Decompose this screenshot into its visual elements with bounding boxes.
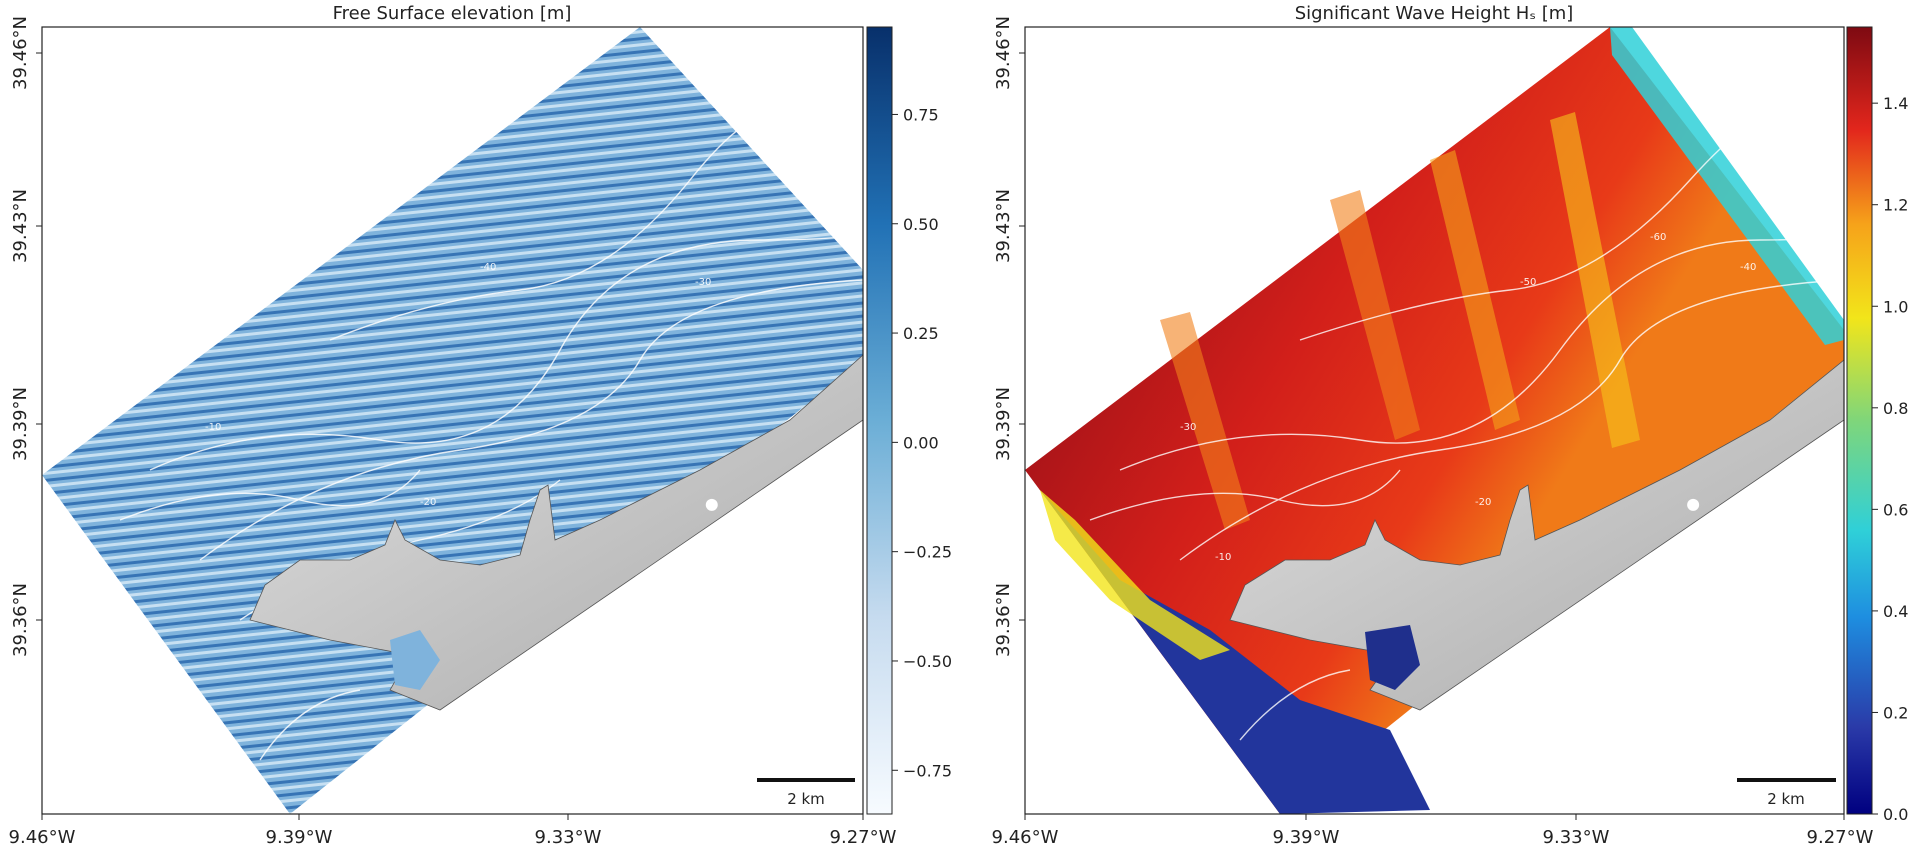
colorbar-tick-label: 0.50 [903,215,939,234]
x-axis: 9.46°W 9.39°W 9.33°W 9.27°W [992,814,1874,848]
y-tick-label: 39.46°N [993,16,1014,90]
colorbar-tick-label: 0.0 [1883,805,1908,824]
contour-label: -30 [1180,422,1196,433]
x-tick-label: 9.39°W [266,827,333,848]
colorbar-tick-label: 1.0 [1883,297,1908,316]
colorbar-tick-label: 0.25 [903,324,939,343]
y-axis: 39.46°N 39.43°N 39.39°N 39.36°N [10,16,42,657]
colorbar-tick-label: −0.25 [903,543,952,562]
x-tick-label: 9.46°W [992,827,1059,848]
contour-label: -20 [1475,497,1491,508]
scale-bar: 2 km [1737,778,1836,808]
contour-label: -10 [205,422,221,433]
y-tick-label: 39.36°N [993,583,1014,657]
hs-field [1025,27,1844,814]
colorbar-tick-label: 0.8 [1883,399,1908,418]
axes-frame [41,26,864,815]
x-tick-label: 9.27°W [830,827,897,848]
probe-marker [1687,498,1700,511]
x-tick-label: 9.33°W [535,827,602,848]
scale-bar-label: 2 km [1767,790,1805,808]
contour-label: -30 [695,277,711,288]
colorbar-tick-label: 1.4 [1883,94,1908,113]
contour-label: -40 [1740,262,1756,273]
probe-marker [705,498,718,511]
colorbar-tick-label: 0.00 [903,433,939,452]
hs-transition [1040,490,1230,660]
x-tick-label: 9.39°W [1273,827,1340,848]
colorbar-tick-label: 1.2 [1883,196,1908,215]
x-axis: 9.46°W 9.39°W 9.33°W 9.27°W [9,814,897,848]
axes-frame [1024,26,1845,815]
panel-title: Significant Wave Height Hₛ [m] [1295,3,1574,24]
colorbar-tick-label: 0.2 [1883,703,1908,722]
bay-water [390,630,440,690]
x-tick-label: 9.33°W [1543,827,1610,848]
panel-title: Free Surface elevation [m] [333,3,572,24]
colorbar: 0.75 0.50 0.25 0.00 −0.25 −0.50 −0.75 [866,26,952,815]
wave-field [42,27,863,814]
y-tick-label: 39.39°N [993,387,1014,461]
colorbar-ticks: 1.4 1.2 1.0 0.8 0.6 0.4 0.2 0.0 [1872,94,1908,824]
y-tick-label: 39.39°N [10,387,31,461]
colorbar-ticks: 0.75 0.50 0.25 0.00 −0.25 −0.50 −0.75 [892,105,952,780]
wave-height-panel: Significant Wave Height Hₛ [m] [992,3,1909,848]
y-axis: 39.46°N 39.43°N 39.39°N 39.36°N [993,16,1025,657]
hs-edge-band [1610,27,1844,345]
free-surface-panel: Free Surface elevation [m] -30 -20 -40 -… [9,3,952,848]
contour-label: -60 [1650,232,1666,243]
bathymetry-contours [1089,112,1844,741]
colorbar: 1.4 1.2 1.0 0.8 0.6 0.4 0.2 0.0 [1846,26,1908,824]
x-tick-label: 9.27°W [1807,827,1874,848]
y-tick-label: 39.36°N [10,583,31,657]
colorbar-tick-label: −0.75 [903,761,952,780]
y-tick-label: 39.43°N [993,189,1014,263]
hs-shadow-zone [1040,490,1430,814]
contour-label: -10 [1215,552,1231,563]
x-tick-label: 9.46°W [9,827,76,848]
y-tick-label: 39.46°N [10,16,31,90]
colorbar-tick-label: 0.4 [1883,602,1908,621]
contour-label: -20 [420,497,436,508]
bay-water [1365,625,1420,690]
y-tick-label: 39.43°N [10,189,31,263]
scale-bar-label: 2 km [787,790,825,808]
contour-label: -50 [1520,277,1536,288]
colorbar-tick-label: −0.50 [903,652,952,671]
colorbar-tick-label: 0.75 [903,105,939,124]
contour-label: -40 [480,262,496,273]
colorbar-tick-label: 0.6 [1883,500,1908,519]
scale-bar: 2 km [757,778,855,808]
